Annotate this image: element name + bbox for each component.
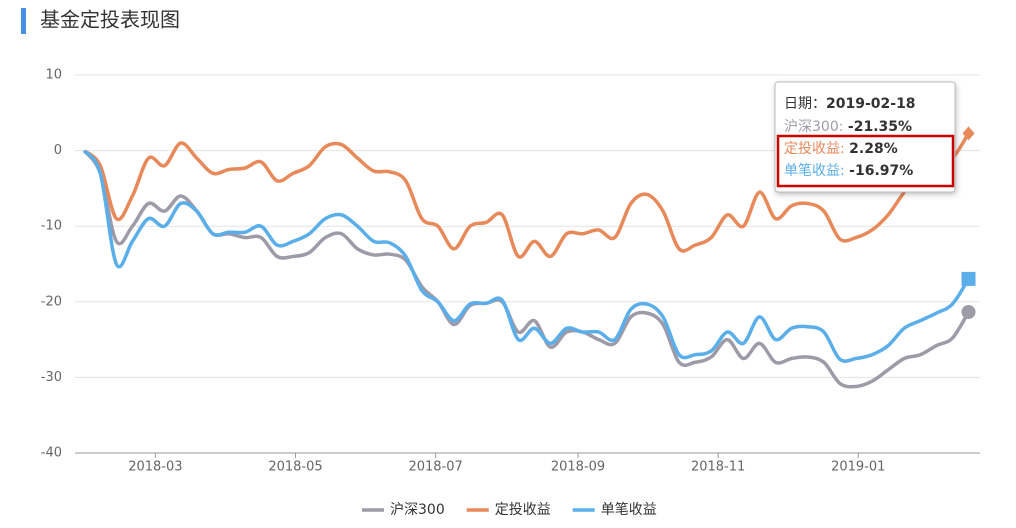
legend-label: 单笔收益 bbox=[601, 502, 657, 518]
x-tick-label: 2018-11 bbox=[691, 460, 745, 475]
legend-label: 沪深300 bbox=[390, 502, 445, 518]
tooltip-text: -21.35% bbox=[848, 119, 912, 135]
series-line bbox=[82, 149, 971, 363]
tooltip-text: 2019-02-18 bbox=[826, 96, 916, 112]
series-line bbox=[82, 132, 971, 259]
title-bar bbox=[21, 8, 26, 34]
tooltip: 日期：2019-02-18 沪深300: -21.35% 定投收益: 2.28% 单笔… bbox=[774, 81, 956, 193]
tooltip-text: 日期： bbox=[784, 96, 826, 112]
end-marker bbox=[962, 126, 975, 141]
tooltip-text: 沪深300 bbox=[784, 119, 839, 135]
tooltip-row: 日期：2019-02-18 bbox=[784, 96, 916, 112]
x-tick-label: 2019-01 bbox=[831, 460, 885, 475]
plot: -40 -30 -20 -10 0 10 2018-03 2018-05 2018-07 2018… bbox=[41, 68, 980, 518]
tooltip-text: : bbox=[840, 163, 849, 179]
tooltip-row: 单笔收益: -16.97% bbox=[784, 163, 913, 179]
tooltip-text: -16.97% bbox=[849, 163, 913, 179]
tooltip-row: 沪深300: -21.35% bbox=[784, 119, 912, 135]
end-marker bbox=[961, 271, 976, 286]
tooltip-text: : bbox=[840, 141, 849, 157]
legend-label: 定投收益 bbox=[495, 502, 551, 518]
tooltip-text: 定投收益 bbox=[784, 141, 840, 157]
title: 基金定投表现图 bbox=[40, 8, 180, 32]
y-tick-label: -20 bbox=[41, 294, 62, 309]
tooltip-text: 2.28% bbox=[849, 141, 898, 157]
y-tick-label: -30 bbox=[41, 370, 62, 385]
y-tick-label: 10 bbox=[45, 68, 62, 83]
y-tick-label: -40 bbox=[41, 446, 62, 461]
y-tick-label: -10 bbox=[41, 219, 62, 234]
tooltip-text: 单笔收益 bbox=[784, 163, 840, 179]
tooltip-row: 定投收益: 2.28% bbox=[784, 141, 898, 157]
x-tick-label: 2018-07 bbox=[408, 460, 462, 475]
highlight-box bbox=[776, 134, 955, 188]
x-tick-label: 2018-09 bbox=[551, 460, 605, 475]
x-tick-label: 2018-03 bbox=[128, 460, 182, 475]
x-tick-label: 2018-05 bbox=[268, 460, 322, 475]
end-marker bbox=[961, 305, 976, 320]
y-tick-label: 0 bbox=[54, 143, 62, 158]
tooltip-text: : bbox=[839, 119, 848, 135]
